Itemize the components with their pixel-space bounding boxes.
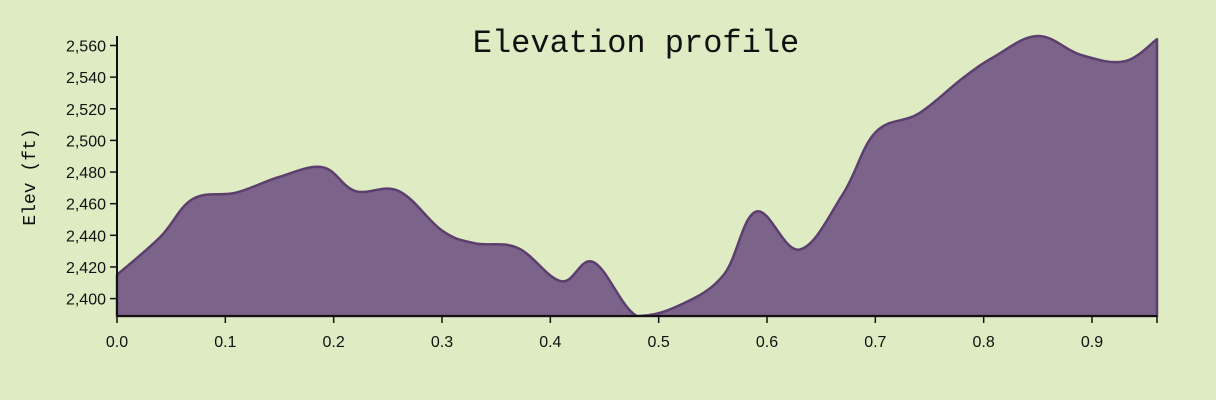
x-tick-label: 0.0: [106, 334, 128, 351]
y-tick-label: 2,540: [66, 70, 106, 87]
chart-title: Elevation profile: [473, 25, 799, 62]
y-axis: 2,400 2,420 2,440 2,460 2,480 2,500 2,520 2,540…: [66, 36, 118, 316]
x-tick-label: 0.7: [864, 334, 886, 351]
x-tick-label: 0.4: [539, 334, 561, 351]
y-tick-label: 2,460: [66, 197, 106, 214]
x-tick-label: 0.8: [973, 334, 995, 351]
y-axis-label: Elev (ft): [21, 128, 41, 225]
x-tick-label: 0.9: [1081, 334, 1103, 351]
x-tick-label: 0.3: [431, 334, 453, 351]
y-tick-label: 2,560: [66, 38, 106, 55]
x-tick-label: 0.2: [323, 334, 345, 351]
x-tick-label: 0.1: [214, 334, 236, 351]
y-tick-label: 2,400: [66, 292, 106, 309]
y-tick-label: 2,500: [66, 133, 106, 150]
y-tick-label: 2,420: [66, 260, 106, 277]
x-tick-label: 0.6: [756, 334, 778, 351]
x-tick-label: 0.5: [648, 334, 670, 351]
y-tick-label: 2,520: [66, 102, 106, 119]
y-tick-label: 2,480: [66, 165, 106, 182]
x-axis: 0.0 0.1 0.2 0.3 0.4 0.5 0.6 0.7 0.8 0.9: [106, 315, 1158, 351]
y-tick-label: 2,440: [66, 228, 106, 245]
